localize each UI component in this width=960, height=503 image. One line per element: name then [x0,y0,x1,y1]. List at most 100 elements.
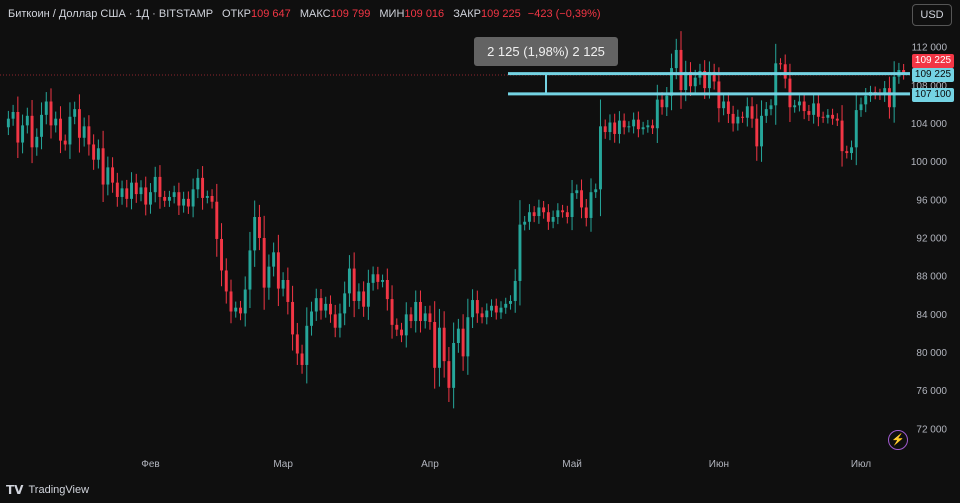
candle-body [499,307,503,313]
candle-body [570,193,574,217]
candle-body [437,327,441,368]
candle-body [760,115,763,147]
candle-body [291,301,295,335]
candle-body [409,314,413,322]
close-label: ЗАКР [453,8,481,20]
candle-body [177,192,181,206]
candle-body [703,70,707,89]
candle-body [826,114,830,118]
candle-body [385,280,389,300]
candle-body [338,313,342,328]
candle-body [167,196,171,201]
candle-body [447,361,451,388]
candle-body [769,105,773,110]
candle-body [821,116,825,118]
candle-body [281,280,285,289]
candle-body [892,76,896,108]
candle-body [35,136,39,148]
candle-body [707,71,711,89]
candle-body [40,114,43,137]
candle-body [584,207,588,218]
candle-body [333,314,337,328]
candle-body [243,289,247,314]
candle-body [362,291,366,307]
candle-body [561,210,565,213]
candle-body [144,187,148,205]
candle-body [693,77,697,87]
candle-body [679,49,683,91]
time-tick-label: Мар [273,459,293,470]
candle-body [272,252,276,267]
candle-body [106,167,110,185]
candle-body [125,188,129,199]
candle-body [731,113,735,124]
candle-body [101,148,105,185]
time-tick-label: Июн [709,459,729,470]
measure-tooltip: 2 125 (1,98%) 2 125 [474,37,618,66]
candle-body [599,126,602,190]
candle-body [286,280,290,302]
high-label: МАКС [299,8,331,20]
candle-body [262,238,266,288]
candle-body [859,104,863,111]
candle-body [310,311,313,326]
price-tick-label: 96 000 [916,195,947,206]
candle-body [840,120,844,152]
time-tick-label: Апр [421,459,439,470]
candle-body [902,70,906,74]
candle-body [343,293,347,314]
candle-body [660,99,664,108]
candle-body [518,224,522,281]
horizontal-lines-group[interactable] [508,72,910,96]
symbol-title[interactable]: Биткоин / Доллар США · 1Д · BITSTAMP [8,8,213,20]
candle-body [556,210,560,217]
candle-body [523,221,527,225]
candle-body [433,322,437,368]
candle-body [617,120,621,134]
candle-body [783,64,787,79]
candle-body [96,148,100,160]
candle-body [475,300,479,314]
low-value: 109 016 [404,8,445,20]
candle-body [390,299,394,325]
upper-line-price-label: 109 225 [912,68,954,82]
price-tick-label: 72 000 [916,424,947,435]
open-value: 109 647 [251,8,291,20]
lightning-bolt-icon[interactable]: ⚡ [888,430,908,450]
candle-body [305,325,309,365]
candle-body [622,120,626,128]
candle-body [191,189,195,207]
tradingview-branding[interactable]: 𝗧𝗩 TradingView [6,483,89,497]
currency-button[interactable]: USD [912,4,952,26]
chart-header: Биткоин / Доллар США · 1Д · BITSTAMP ОТК… [8,8,601,20]
candle-body [30,115,34,148]
candle-body [627,126,631,128]
candle-body [182,198,186,206]
candle-body [689,71,692,87]
candle-body [49,101,53,126]
high-value: 109 799 [330,8,371,20]
candle-body [741,116,745,118]
candle-body [366,282,370,307]
candle-body [44,101,48,115]
candle-body [755,118,759,147]
candle-body [59,118,62,141]
candle-body [300,353,304,365]
candle-body [532,212,536,217]
candle-body [73,109,77,117]
candle-body [684,71,688,91]
candle-body [239,307,242,314]
candle-body [210,196,214,202]
candle-body [139,187,143,195]
candle-body [229,291,233,312]
candle-body [196,177,200,190]
candle-body [793,105,797,108]
candle-body [186,198,190,207]
candle-body [376,274,380,282]
candle-body [797,101,801,106]
candle-body [509,301,512,304]
candle-body [887,88,891,108]
candle-body [807,111,811,115]
low-label: МИН [379,8,405,20]
